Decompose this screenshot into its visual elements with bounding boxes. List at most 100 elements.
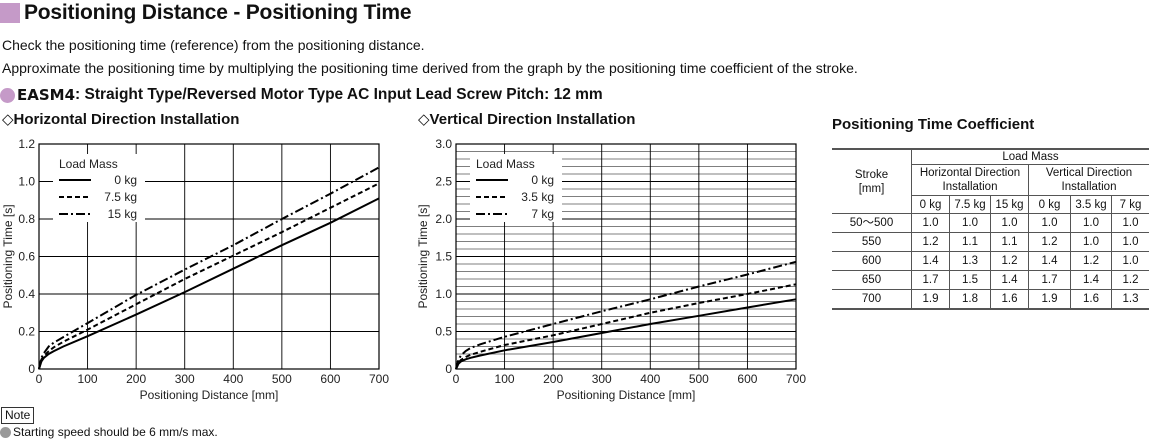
x-tick-label: 500 <box>689 372 709 386</box>
coef-cell: 1.9 <box>1028 289 1071 310</box>
legend-entry: 3.5 kg <box>521 190 554 204</box>
y-axis-label: Positioning Time [s] <box>1 204 15 308</box>
y-tick-label: 0.4 <box>18 287 35 301</box>
series-line <box>455 260 797 370</box>
y-tick-label: 0.8 <box>18 212 35 226</box>
y-tick-label: 1.0 <box>18 175 35 189</box>
title-text: Positioning Distance - Positioning Time <box>24 1 412 24</box>
y-tick-label: 1.0 <box>435 287 452 301</box>
table-row: 50～500 1.0 1.0 1.0 1.0 1.0 1.0 <box>832 213 1149 233</box>
x-axis-label: Positioning Distance [mm] <box>140 388 279 402</box>
coef-cell: 1.2 <box>990 251 1029 271</box>
diamond-icon: ◇ <box>2 111 14 128</box>
legend-entry: 7 kg <box>531 207 554 221</box>
x-tick-label: 200 <box>126 372 146 386</box>
page-title: Positioning Distance - Positioning Time <box>0 0 412 26</box>
load-mass-column-header: 15 kg <box>990 195 1029 214</box>
title-square-icon <box>0 3 20 23</box>
coef-cell: 1.3 <box>1111 289 1149 310</box>
load-mass-column-header: 0 kg <box>911 195 950 214</box>
stroke-header-label: Stroke <box>854 168 889 181</box>
x-tick-label: 100 <box>78 372 98 386</box>
legend-entry: 0 kg <box>531 173 554 187</box>
stroke-header: Stroke [mm] <box>832 148 912 214</box>
stroke-cell: 650 <box>832 270 912 290</box>
coef-cell: 1.0 <box>911 213 950 233</box>
x-tick-label: 200 <box>543 372 563 386</box>
y-tick-label: 1.2 <box>18 137 35 151</box>
y-tick-label: 3.0 <box>435 137 452 151</box>
coef-cell: 1.4 <box>1028 251 1071 271</box>
x-tick-label: 0 <box>36 372 43 386</box>
model-description: : Straight Type/Reversed Motor Type AC I… <box>75 86 603 103</box>
x-tick-label: 600 <box>320 372 340 386</box>
coef-cell: 1.0 <box>1070 213 1112 233</box>
y-tick-label: 0 <box>28 362 35 376</box>
coef-cell: 1.6 <box>990 289 1029 310</box>
coef-cell: 1.0 <box>949 213 991 233</box>
coef-cell: 1.7 <box>1028 270 1071 290</box>
y-tick-label: 0.6 <box>18 250 35 264</box>
y-axis-label: Positioning Time [s] <box>416 204 430 308</box>
model-name: EASM4 <box>17 86 76 104</box>
legend-entry: 0 kg <box>114 173 137 187</box>
coef-cell: 1.2 <box>1070 251 1112 271</box>
coef-cell: 1.0 <box>990 213 1029 233</box>
stroke-header-unit: [mm] <box>858 182 885 195</box>
coef-table-title: Positioning Time Coefficient <box>832 116 1035 133</box>
coef-cell: 1.3 <box>949 251 991 271</box>
bullet-circle-icon <box>0 426 11 438</box>
x-tick-label: 400 <box>640 372 660 386</box>
coef-cell: 1.0 <box>1111 232 1149 252</box>
load-mass-column-header: 0 kg <box>1028 195 1071 214</box>
y-tick-label: 0 <box>445 362 452 376</box>
coef-cell: 1.4 <box>1070 270 1112 290</box>
bullet-circle-icon <box>0 87 15 103</box>
coef-cell: 1.9 <box>911 289 950 310</box>
horizontal-header: Horizontal Direction Installation <box>911 164 1029 196</box>
table-row: 650 1.7 1.5 1.4 1.7 1.4 1.2 <box>832 270 1149 290</box>
coef-cell: 1.7 <box>911 270 950 290</box>
chart-heading-text: Horizontal Direction Installation <box>13 111 240 128</box>
legend-entry: 7.5 kg <box>104 190 137 204</box>
x-tick-label: 700 <box>786 372 806 386</box>
coef-cell: 1.4 <box>911 251 950 271</box>
y-tick-label: 0.5 <box>435 325 452 339</box>
description-line-1: Check the positioning time (reference) f… <box>2 37 425 53</box>
coef-cell: 1.0 <box>1028 213 1071 233</box>
coef-cell: 1.1 <box>949 232 991 252</box>
y-tick-label: 0.2 <box>18 325 35 339</box>
series-line <box>455 283 797 370</box>
coef-cell: 1.2 <box>911 232 950 252</box>
legend-box <box>470 154 562 222</box>
series-line <box>38 182 380 370</box>
chart-heading-horizontal: ◇Horizontal Direction Installation <box>2 110 239 128</box>
table-row: 550 1.2 1.1 1.1 1.2 1.0 1.0 <box>832 232 1149 252</box>
x-tick-label: 500 <box>272 372 292 386</box>
coef-cell: 1.0 <box>1111 251 1149 271</box>
note-item: Starting speed should be 6 mm/s max. <box>0 425 218 439</box>
legend-title: Load Mass <box>476 157 535 171</box>
coef-cell: 1.1 <box>990 232 1029 252</box>
load-mass-column-header: 7 kg <box>1111 195 1149 214</box>
chart-heading-vertical: ◇Vertical Direction Installation <box>418 110 635 128</box>
legend-entry: 15 kg <box>108 207 137 221</box>
note-label: Note <box>1 407 35 424</box>
coef-cell: 1.8 <box>949 289 991 310</box>
stroke-cell: 50～500 <box>832 213 912 233</box>
series-line <box>38 166 380 370</box>
y-tick-label: 1.5 <box>435 250 452 264</box>
plot-frame <box>455 143 797 370</box>
x-tick-label: 400 <box>223 372 243 386</box>
x-axis-label: Positioning Distance [mm] <box>557 388 696 402</box>
table-row: 700 1.9 1.8 1.6 1.9 1.6 1.3 <box>832 289 1149 310</box>
coef-cell: 1.4 <box>990 270 1029 290</box>
x-tick-label: 600 <box>737 372 757 386</box>
y-tick-label: 2.0 <box>435 212 452 226</box>
stroke-cell: 700 <box>832 289 912 310</box>
x-tick-label: 300 <box>175 372 195 386</box>
vertical-header: Vertical Direction Installation <box>1028 164 1149 196</box>
chart-heading-text: Vertical Direction Installation <box>429 111 636 128</box>
legend-title: Load Mass <box>59 157 118 171</box>
load-mass-header: Load Mass <box>911 148 1149 165</box>
